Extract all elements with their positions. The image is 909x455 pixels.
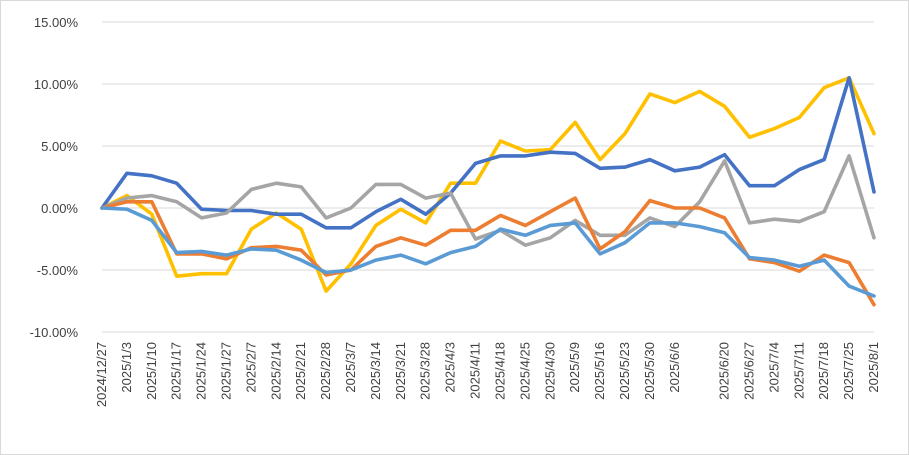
- series-line-2: [100, 76, 876, 230]
- x-tick-label: 2025/1/17: [169, 342, 184, 400]
- x-tick-label: 2025/3/28: [418, 342, 433, 400]
- y-tick-label: 10.00%: [34, 77, 79, 92]
- y-tick-label: -5.00%: [37, 263, 79, 278]
- x-tick-label: 2025/2/28: [318, 342, 333, 400]
- x-tick-label: 2025/4/25: [517, 342, 532, 400]
- y-tick-label: 5.00%: [41, 139, 78, 154]
- x-axis-tick-labels: 2024/12/27 2025/1/3 2025/1/10 2025/1/17 2025…: [94, 342, 881, 407]
- x-tick-label: 2025/4/30: [542, 342, 557, 400]
- x-tick-label: 2025/5/23: [617, 342, 632, 400]
- x-tick-label: 2025/5/16: [592, 342, 607, 400]
- x-tick-label: 2025/6/6: [667, 342, 682, 393]
- y-tick-label: -10.00%: [30, 325, 79, 340]
- x-tick-label: 2025/7/25: [841, 342, 856, 400]
- series-line-1: [100, 76, 876, 293]
- x-tick-label: 2025/1/10: [144, 342, 159, 400]
- x-tick-label: 2025/3/7: [343, 342, 358, 393]
- x-tick-label: 2025/4/3: [443, 342, 458, 393]
- x-tick-label: 2025/4/18: [492, 342, 507, 400]
- x-tick-label: 2025/3/21: [393, 342, 408, 400]
- gridlines: [102, 21, 874, 333]
- x-tick-label: 2025/2/21: [293, 342, 308, 400]
- x-tick-label: 2025/1/24: [194, 342, 209, 400]
- x-tick-label: 2025/7/4: [766, 342, 781, 393]
- x-tick-label: 2025/5/30: [642, 342, 657, 400]
- x-tick-label: 2025/3/14: [368, 342, 383, 400]
- x-tick-label: 2025/1/27: [219, 342, 234, 400]
- y-tick-label: 15.00%: [34, 15, 79, 30]
- x-tick-label: 2025/7/18: [816, 342, 831, 400]
- x-tick-label: 2025/5/9: [567, 342, 582, 393]
- x-tick-label: 2025/7/11: [791, 342, 806, 399]
- x-tick-label: 2025/2/7: [243, 342, 258, 393]
- x-tick-label: 2025/2/14: [268, 342, 283, 400]
- x-tick-label: 2025/1/3: [119, 342, 134, 393]
- x-tick-label: 2025/8/1: [866, 342, 881, 393]
- series-line-3: [100, 154, 876, 247]
- x-tick-label: 2025/6/27: [741, 342, 756, 400]
- x-tick-label: 2025/4/11: [468, 342, 483, 399]
- y-axis-tick-labels: 15.00% 10.00% 5.00% 0.00% -5.00% -10.00%: [30, 15, 79, 340]
- series-lines: [100, 76, 876, 307]
- y-tick-label: 0.00%: [41, 201, 78, 216]
- series-line-5: [100, 206, 876, 298]
- x-tick-label: 2024/12/27: [94, 342, 109, 407]
- x-tick-label: 2025/6/20: [717, 342, 732, 400]
